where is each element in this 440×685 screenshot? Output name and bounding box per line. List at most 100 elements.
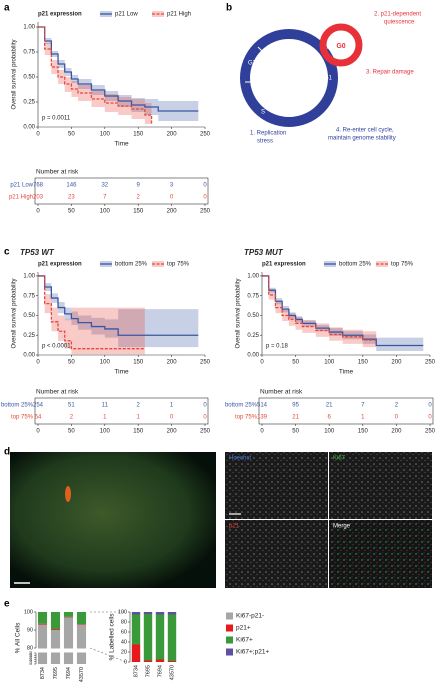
- x-tick-label: 150: [133, 209, 144, 215]
- bar-segment: [63, 612, 74, 617]
- step-text: stress: [257, 139, 273, 145]
- risk-row-label: p21 High: [9, 195, 33, 201]
- y-tick-label: 0.25: [247, 333, 259, 339]
- bar-segment: [167, 614, 177, 661]
- x-tick-label: 50: [292, 360, 299, 366]
- x-tick-label: 250: [200, 429, 211, 435]
- x-tick-label: 200: [167, 132, 178, 138]
- risk-title: Number at risk: [36, 169, 79, 176]
- legend-label: Ki67+;p21+: [236, 649, 269, 656]
- legend-swatch: [226, 624, 233, 632]
- x-tick-label: 7694: [66, 667, 72, 679]
- y-tick-label: 0.75: [247, 293, 259, 299]
- x-tick-label: 200: [167, 429, 178, 435]
- confidence-band: [38, 275, 199, 348]
- legend-label: p21 Low: [115, 12, 138, 18]
- x-tick-label: 150: [133, 429, 144, 435]
- x-tick-label: 250: [200, 360, 211, 366]
- bar-segment: [37, 624, 48, 664]
- connector: [89, 647, 127, 663]
- legend-swatch: [226, 612, 233, 620]
- x-tick-label: 7695: [53, 667, 59, 679]
- x-tick-label: 100: [324, 429, 335, 435]
- x-tick-label: 200: [391, 360, 402, 366]
- x-tick-label: 100: [100, 429, 111, 435]
- y-tick-label: 90: [27, 627, 33, 633]
- risk-count: 1: [170, 403, 174, 409]
- risk-count: 139: [257, 415, 268, 421]
- x-tick-label: 150: [358, 360, 369, 366]
- bar-segment: [37, 612, 48, 624]
- legend-label: top 75%: [391, 262, 414, 268]
- panel-label: e: [4, 599, 10, 610]
- risk-count: 32: [101, 183, 108, 189]
- x-axis-label: Time: [114, 369, 129, 376]
- x-tick-label: 0: [36, 429, 40, 435]
- y-tick-label: 0.25: [23, 333, 35, 339]
- x-tick-label: 0: [36, 360, 40, 366]
- x-tick-label: 50: [68, 360, 75, 366]
- risk-count: 9: [137, 183, 141, 189]
- y-tick-label: 60: [121, 629, 127, 635]
- risk-count: 0: [203, 415, 207, 421]
- x-tick-label: 100: [100, 360, 111, 366]
- x-tick-label: 0: [36, 132, 40, 138]
- bar-segment: [50, 630, 61, 664]
- axis-break: [35, 648, 89, 653]
- y-tick-label: 100: [24, 609, 33, 615]
- risk-row-label: top 75%: [11, 415, 34, 421]
- x-tick-label: 50: [292, 429, 299, 435]
- tissue-feature: [65, 486, 71, 502]
- x-axis-label: Time: [339, 369, 354, 376]
- legend-label: top 75%: [167, 262, 190, 268]
- y-tick-label: 80: [27, 645, 33, 651]
- x-tick-label: 200: [167, 360, 178, 366]
- x-tick-label: 250: [200, 132, 211, 138]
- y-axis-label: % All Cells: [15, 622, 22, 653]
- x-tick-label: 8734: [40, 667, 46, 679]
- step-text: 4. Re-enter cell cycle,: [336, 128, 394, 134]
- bar-segment: [76, 624, 87, 664]
- y-tick-label: 10: [29, 660, 33, 664]
- legend-label: Ki67+: [236, 637, 253, 644]
- risk-row-label: p21 Low: [10, 183, 33, 189]
- survival-line: [38, 275, 145, 350]
- survival-line: [262, 275, 377, 341]
- risk-count: 23: [68, 195, 75, 201]
- channel-label: Hoechst: [229, 456, 251, 462]
- y-tick-label: 0.50: [23, 313, 35, 319]
- y-axis-label: Overall survival probability: [236, 278, 242, 348]
- phase-label: M: [287, 42, 292, 48]
- g0-label: G0: [336, 43, 345, 50]
- y-tick-label: 0: [29, 663, 33, 665]
- risk-count: 146: [66, 183, 77, 189]
- y-axis-label: % Labelled cells: [109, 613, 116, 661]
- x-tick-label: 0: [36, 209, 40, 215]
- step-text: maintain genome stability: [328, 136, 396, 142]
- risk-count: 64: [35, 415, 42, 421]
- y-tick-label: 0.00: [23, 353, 35, 359]
- panel-label: b: [226, 3, 232, 14]
- y-tick-label: 1.00: [247, 274, 259, 280]
- risk-count: 0: [428, 403, 432, 409]
- x-tick-label: 0: [260, 429, 264, 435]
- panel-label: c: [4, 247, 10, 258]
- bar-segment: [155, 612, 165, 615]
- g0-ring: [319, 23, 363, 67]
- legend-label: p21+: [236, 625, 251, 632]
- risk-count: 3: [170, 183, 174, 189]
- bar-segment: [155, 614, 165, 660]
- x-axis-label: Time: [114, 141, 129, 148]
- legend-title: p21 expression: [38, 262, 82, 268]
- risk-count: 21: [292, 415, 299, 421]
- x-tick-label: 7694: [157, 665, 163, 677]
- y-tick-label: 0.00: [247, 353, 259, 359]
- risk-count: 1: [137, 415, 141, 421]
- risk-count: 2: [395, 403, 399, 409]
- risk-count: 7: [103, 195, 107, 201]
- y-tick-label: 0.75: [23, 293, 35, 299]
- phase-label: G2: [248, 61, 257, 67]
- y-tick-label: 20: [121, 649, 127, 655]
- y-tick-label: 0.25: [23, 100, 35, 106]
